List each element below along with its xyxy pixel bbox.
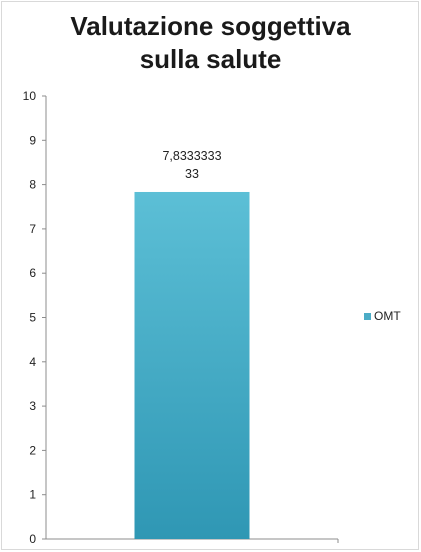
y-tick-label: 6 [29,266,36,280]
bar-data-label: 7,8333333 [162,149,221,163]
bar-omt [134,191,250,539]
y-tick-label: 8 [29,178,36,192]
y-tick-label: 9 [29,133,36,147]
y-tick-label: 5 [29,311,36,325]
chart-title-line-2: sulla salute [139,44,282,74]
legend-swatch [364,313,371,320]
y-tick-label: 1 [29,488,36,502]
y-tick-label: 7 [29,222,36,236]
legend-label: OMT [374,309,401,323]
y-tick-label: 3 [29,399,36,413]
chart-title-line-1: Valutazione soggettiva [70,11,351,41]
y-tick-label: 10 [23,89,37,103]
y-tick-label: 4 [29,355,36,369]
y-tick-label: 2 [29,443,36,457]
chart-title: Valutazione soggettiva sulla salute [0,10,421,76]
bar-data-label: 33 [185,167,199,181]
y-tick-label: 0 [29,532,36,546]
